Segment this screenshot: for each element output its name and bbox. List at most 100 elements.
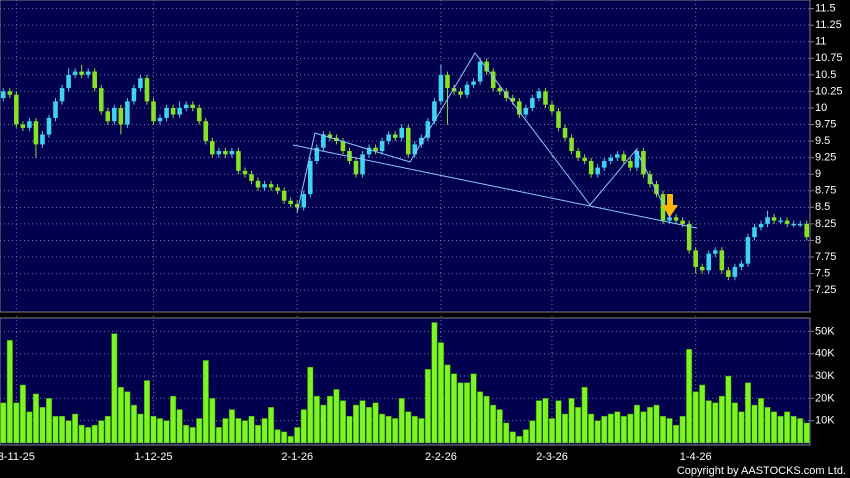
candle-body (484, 61, 489, 72)
candle-body (360, 154, 365, 175)
candle-body (686, 223, 692, 251)
candle-body (118, 107, 124, 125)
volume-bar (418, 418, 425, 444)
volume-bar (91, 424, 98, 444)
candle-body (621, 154, 627, 161)
volume-bar (601, 415, 608, 444)
volume-bar (222, 418, 229, 444)
volume-bar (581, 386, 588, 444)
volume-bar (385, 415, 392, 444)
candle-body (249, 174, 254, 181)
volume-bar (209, 398, 216, 444)
volume-bar (287, 436, 294, 444)
candle-body (758, 223, 764, 228)
candle-body (490, 71, 496, 89)
volume-bar (72, 413, 79, 444)
arrow-head (662, 205, 678, 217)
candle-body (164, 107, 169, 118)
x-tick-label: 2-2-26 (425, 451, 457, 463)
volume-bar (490, 404, 497, 444)
candle-body (281, 190, 287, 201)
candle-body (615, 154, 620, 158)
y-tick-label: 9 (815, 168, 821, 180)
volume-bar (228, 409, 235, 444)
candle-body (739, 263, 744, 267)
y-tick-label: 20K (815, 392, 835, 404)
candle-body (386, 134, 391, 142)
volume-bar (98, 420, 105, 444)
arrow-shaft (667, 194, 673, 206)
candle-body (608, 157, 614, 161)
candle-body (177, 107, 182, 115)
y-tick-label: 8 (815, 234, 821, 246)
volume-bar (130, 404, 137, 444)
signal-arrow (662, 194, 678, 217)
candle-body (275, 187, 280, 191)
volume-bar (392, 418, 399, 444)
y-tick-label: 11.5 (815, 3, 836, 15)
candle-body (673, 217, 679, 221)
candle-body (699, 266, 705, 271)
volume-bar (59, 415, 66, 444)
candle-body (412, 144, 418, 155)
candle-body (216, 151, 222, 155)
volume-bar (372, 402, 379, 444)
candle-body (347, 151, 352, 161)
y-tick-label: 9.75 (815, 118, 836, 130)
candle-body (719, 250, 725, 271)
candle-body (523, 107, 529, 115)
candle-body (438, 74, 444, 102)
volume-bar (686, 349, 693, 444)
candle-body (791, 223, 796, 226)
volume-bar (744, 382, 751, 444)
trend-line (292, 144, 698, 229)
candle-body (706, 253, 712, 271)
candle-body (530, 98, 535, 108)
volume-bar (542, 398, 549, 444)
candle-body (451, 88, 457, 92)
candle-body (379, 141, 385, 152)
volume-bar (45, 398, 52, 444)
volume-bar (562, 413, 569, 444)
x-tick-label: 1-4-26 (680, 451, 712, 463)
candle-body (497, 88, 503, 92)
volume-bar (150, 415, 157, 444)
candle-body (405, 127, 411, 155)
volume-bar (215, 427, 222, 444)
volume-bar (359, 400, 366, 444)
candle-body (242, 170, 248, 175)
volume-bar (692, 391, 699, 444)
volume-bar (640, 411, 647, 444)
volume-bar (320, 404, 327, 444)
volume-bar (699, 384, 706, 444)
mark-layer (0, 58, 810, 444)
volume-bar (26, 411, 33, 444)
volume-bar (235, 418, 242, 444)
candle-body (732, 266, 738, 277)
candle-body (301, 194, 307, 208)
candle-body (255, 180, 261, 188)
grid-layer (0, 0, 810, 445)
candle-body (726, 270, 731, 277)
volume-bar (255, 424, 262, 444)
x-tick-label: 2-3-26 (536, 451, 568, 463)
candle-body (33, 121, 39, 145)
volume-bar (575, 407, 582, 444)
copyright: Copyright by AASTOCKS.com Ltd. (677, 465, 846, 477)
candle-body (307, 160, 313, 195)
candle-body (477, 61, 483, 82)
candle-body (353, 160, 359, 175)
volume-bar (437, 342, 444, 444)
y-tick-label: 9.25 (815, 152, 836, 164)
volume-bar (424, 369, 431, 444)
candle-body (85, 71, 91, 75)
candle-body (765, 217, 770, 224)
volume-bar (470, 373, 477, 444)
candle-body (647, 174, 653, 185)
candle-body (288, 200, 293, 205)
volume-bar (666, 418, 673, 444)
volume-bar (594, 420, 601, 444)
volume-bar (548, 418, 555, 444)
y-tick-label: 11 (815, 36, 826, 48)
